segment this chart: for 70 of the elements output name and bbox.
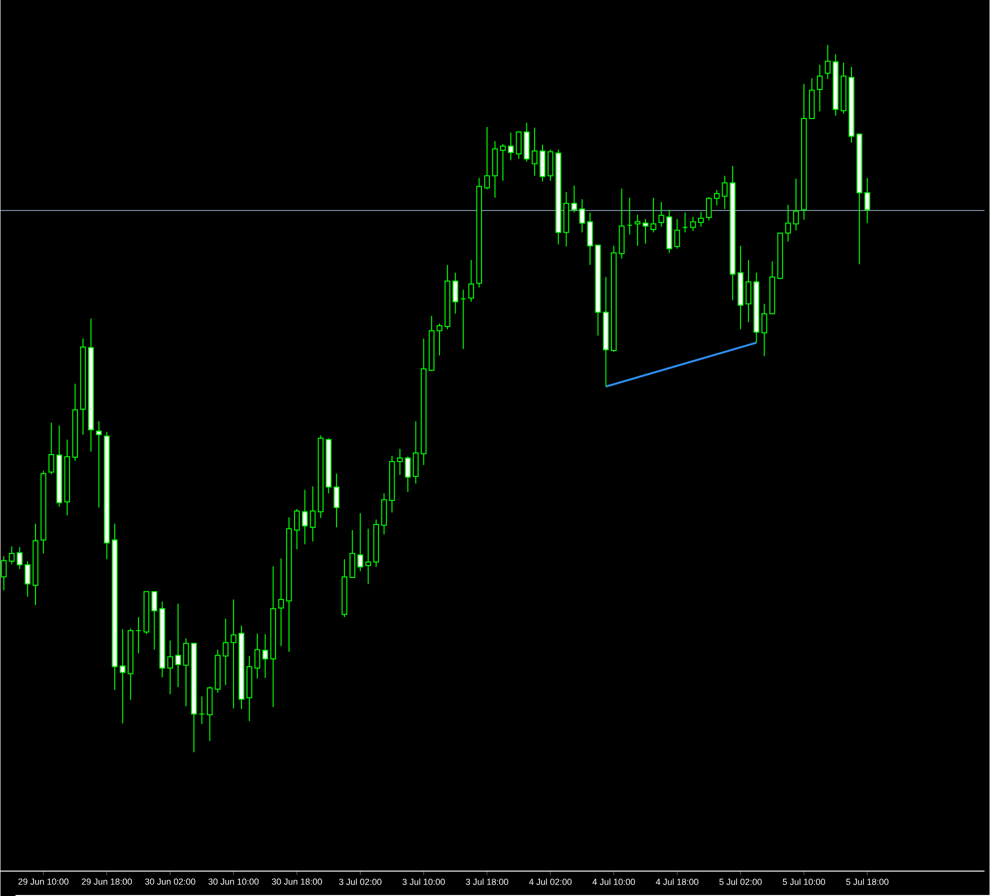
candlestick (650, 197, 656, 233)
candlestick (460, 289, 466, 350)
candlestick (682, 212, 688, 233)
candlestick (24, 560, 30, 598)
x-tick-label: 4 Jul 02:00 (529, 878, 572, 885)
x-tick-label: 29 Jun 10:00 (18, 878, 68, 885)
candlestick (690, 216, 696, 232)
candlestick (365, 528, 372, 584)
candlestick (357, 512, 364, 572)
candlestick (254, 632, 260, 680)
candlestick (151, 591, 158, 650)
x-tick-label: 30 Jun 18:00 (272, 878, 322, 885)
x-tick-label: 5 Jul 10:00 (782, 878, 826, 885)
candlestick (571, 185, 578, 214)
candlestick (746, 259, 752, 323)
candlestick (183, 638, 189, 707)
candlestick (508, 132, 514, 161)
x-tick-label: 3 Jul 02:00 (339, 878, 382, 885)
candlestick (698, 211, 704, 228)
x-tick-label: 5 Jul 18:00 (846, 878, 888, 885)
candlestick (714, 189, 720, 206)
candlestick (674, 218, 680, 250)
candlestick (706, 196, 712, 221)
candlestick (397, 448, 403, 476)
candlestick (658, 201, 664, 228)
candlestick (864, 177, 870, 224)
candlestick (412, 420, 419, 484)
candlestick (579, 198, 585, 233)
x-tick-label: 4 Jul 10:00 (592, 878, 635, 885)
candlestick (310, 486, 316, 542)
x-tick-label: 30 Jun 10:00 (208, 878, 259, 885)
candlestick (484, 126, 490, 190)
candlestick (48, 422, 54, 475)
candlestick (16, 546, 23, 570)
candlestick (302, 489, 308, 545)
candlestick (404, 456, 411, 492)
candlestick (436, 323, 442, 356)
candlestick (824, 44, 831, 80)
candlestick (294, 508, 300, 550)
candlestick (136, 616, 142, 654)
candlestick (761, 303, 768, 357)
x-tick-label: 5 Jul 02:00 (719, 878, 762, 885)
candlestick (722, 175, 728, 210)
candlestick (468, 259, 474, 302)
candlestick (452, 272, 458, 314)
candlestick (175, 603, 181, 688)
candlestick (516, 130, 522, 160)
candlestick (96, 420, 102, 508)
candlestick (120, 628, 126, 724)
candlestick (785, 204, 791, 242)
candlestick (262, 634, 268, 678)
candlestick (278, 558, 284, 647)
candlestick (634, 214, 640, 246)
x-tick-label: 29 Jun 18:00 (82, 878, 132, 885)
candlestick (8, 546, 15, 565)
candlestick (198, 696, 205, 724)
candlestick (500, 143, 506, 182)
candlestick (642, 218, 648, 244)
candlestick (230, 598, 236, 709)
x-tick-label: 3 Jul 18:00 (466, 878, 508, 885)
candlestick (532, 127, 538, 176)
candlestick (816, 64, 823, 112)
candlestick (793, 178, 799, 231)
x-tick-label: 4 Jul 18:00 (656, 878, 698, 885)
x-tick-label: 3 Jul 10:00 (402, 878, 445, 885)
candlestick (626, 197, 633, 235)
candlestick (334, 473, 340, 528)
x-tick-label: 30 Jun 02:00 (145, 878, 196, 885)
candlestick (167, 640, 174, 695)
candlestick (222, 618, 228, 686)
